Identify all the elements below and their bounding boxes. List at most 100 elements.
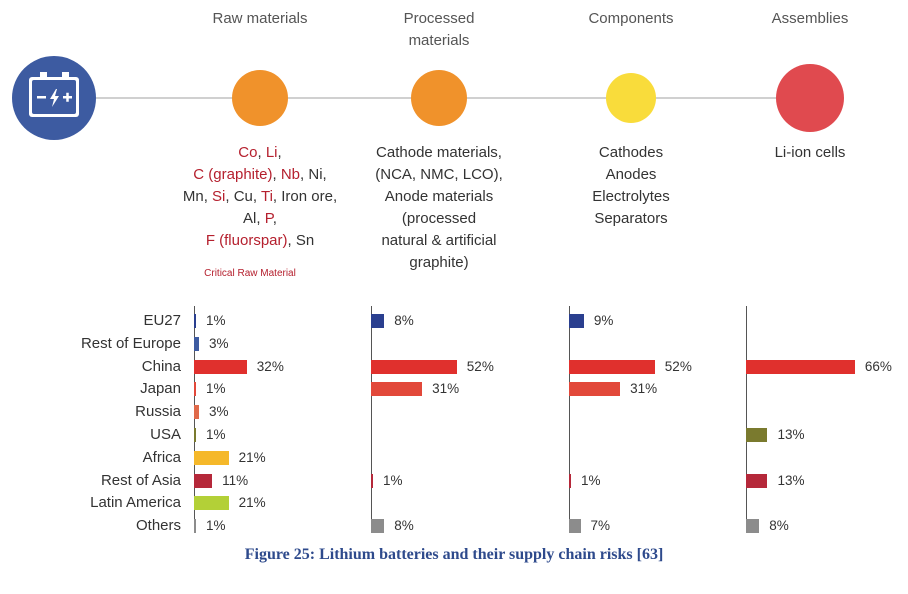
- data-label: 32%: [256, 358, 284, 374]
- bar: [194, 336, 199, 351]
- description-line: (processed: [349, 208, 529, 230]
- material-text: Li-ion cells: [774, 144, 846, 161]
- data-label: 1%: [383, 472, 403, 488]
- data-label: 11%: [222, 472, 249, 488]
- critical-material: Li: [265, 144, 278, 161]
- bar: [194, 496, 229, 511]
- axis-line-3: [746, 306, 747, 532]
- material-text: Cathodes: [598, 144, 664, 161]
- stage-title-line: Raw materials: [212, 10, 308, 27]
- bar: [569, 314, 584, 328]
- critical-material: Ti: [260, 188, 273, 205]
- axis-line-1: [371, 306, 372, 532]
- data-label: 13%: [777, 472, 805, 488]
- bar: [194, 473, 213, 488]
- material-text: Mn,: [182, 188, 213, 205]
- critical-material: Nb: [280, 166, 301, 183]
- bar: [194, 382, 196, 397]
- bar: [371, 382, 423, 397]
- description-line: Mn, Si, Cu, Ti, Iron ore,: [170, 186, 350, 208]
- category-label: China: [141, 357, 181, 375]
- data-label: 1%: [206, 518, 226, 534]
- bar: [746, 473, 768, 488]
- data-label: 31%: [630, 381, 658, 397]
- data-label: 21%: [238, 449, 266, 465]
- bar: [569, 519, 581, 534]
- data-label: 1%: [581, 472, 601, 488]
- battery-icon: [12, 56, 96, 140]
- stage-circle-0: [232, 70, 288, 126]
- stage-title-line: Processed: [403, 10, 475, 27]
- category-label: Japan: [140, 380, 181, 398]
- stage-description-1: Cathode materials, (NCA, NMC, LCO), Anode …: [349, 142, 529, 274]
- material-text: Anodes: [605, 166, 657, 183]
- data-label: 1%: [206, 381, 226, 397]
- data-label: 1%: [206, 313, 226, 328]
- material-text: , Ni,: [300, 166, 327, 183]
- material-text: , Cu,: [225, 188, 261, 205]
- description-line: Al, P,: [170, 208, 350, 230]
- data-label: 3%: [208, 404, 229, 420]
- figure-caption: Figure 25: Lithium batteries and their s…: [244, 546, 664, 563]
- description-line: Anodes: [541, 164, 721, 186]
- category-label: Rest of Europe: [80, 334, 181, 352]
- stage-title-1: Processed materials: [359, 8, 519, 52]
- description-line: C (graphite), Nb, Ni,: [170, 164, 350, 186]
- bar: [371, 359, 457, 374]
- bar: [746, 519, 760, 534]
- data-label: 9%: [593, 313, 614, 328]
- category-label: USA: [150, 426, 181, 443]
- stage-title-0: Raw materials: [180, 8, 340, 30]
- material-text: graphite): [409, 254, 469, 271]
- category-label: Others: [135, 517, 181, 535]
- material-text: ,: [272, 166, 281, 183]
- category-label: Africa: [142, 448, 181, 466]
- bar: [194, 314, 196, 328]
- material-text: Al,: [243, 210, 265, 227]
- data-label: 21%: [238, 495, 266, 511]
- axis-line-2: [569, 306, 570, 532]
- data-label: 1%: [206, 427, 226, 442]
- bar: [371, 473, 373, 488]
- category-label: Latin America: [90, 494, 181, 512]
- critical-material: Si: [212, 188, 226, 205]
- data-label: 8%: [394, 313, 414, 328]
- material-text: (processed: [401, 210, 477, 227]
- data-label: 8%: [394, 518, 414, 534]
- critical-raw-material-note: Critical Raw Material: [204, 268, 296, 279]
- material-text: Separators: [594, 210, 668, 227]
- material-text: ,: [272, 210, 277, 227]
- material-text: ,: [257, 144, 266, 161]
- bar: [746, 428, 768, 442]
- bar: [194, 428, 196, 442]
- category-label: Rest of Asia: [100, 471, 181, 489]
- data-label: 8%: [769, 518, 789, 534]
- stage-description-2: Cathodes Anodes Electrolytes Separators: [541, 142, 721, 230]
- bar: [194, 450, 229, 465]
- description-line: Cathodes: [541, 142, 721, 164]
- stage-description-3: Li-ion cells: [720, 142, 900, 164]
- stage-title-line: Assemblies: [771, 10, 849, 27]
- stage-circle-1: [411, 70, 467, 126]
- material-text: ,: [277, 144, 282, 161]
- description-line: F (fluorspar), Sn: [170, 230, 350, 252]
- description-line: Anode materials: [349, 186, 529, 208]
- description-line: Electrolytes: [541, 186, 721, 208]
- data-label: 7%: [590, 518, 611, 534]
- bar: [569, 382, 621, 397]
- bar: [569, 359, 655, 374]
- bar: [194, 359, 247, 374]
- bar: [194, 519, 196, 534]
- description-line: Li-ion cells: [720, 142, 900, 164]
- bar: [371, 314, 385, 328]
- critical-material: P: [264, 210, 273, 227]
- bar: [194, 405, 199, 420]
- stage-title-line: materials: [408, 32, 470, 49]
- data-label: 66%: [864, 358, 892, 374]
- material-text: , Sn: [287, 232, 315, 249]
- material-text: Electrolytes: [592, 188, 670, 205]
- description-line: Separators: [541, 208, 721, 230]
- bar: [746, 359, 855, 374]
- material-text: Anode materials: [384, 188, 494, 205]
- battery-icon-graphic: [29, 72, 79, 117]
